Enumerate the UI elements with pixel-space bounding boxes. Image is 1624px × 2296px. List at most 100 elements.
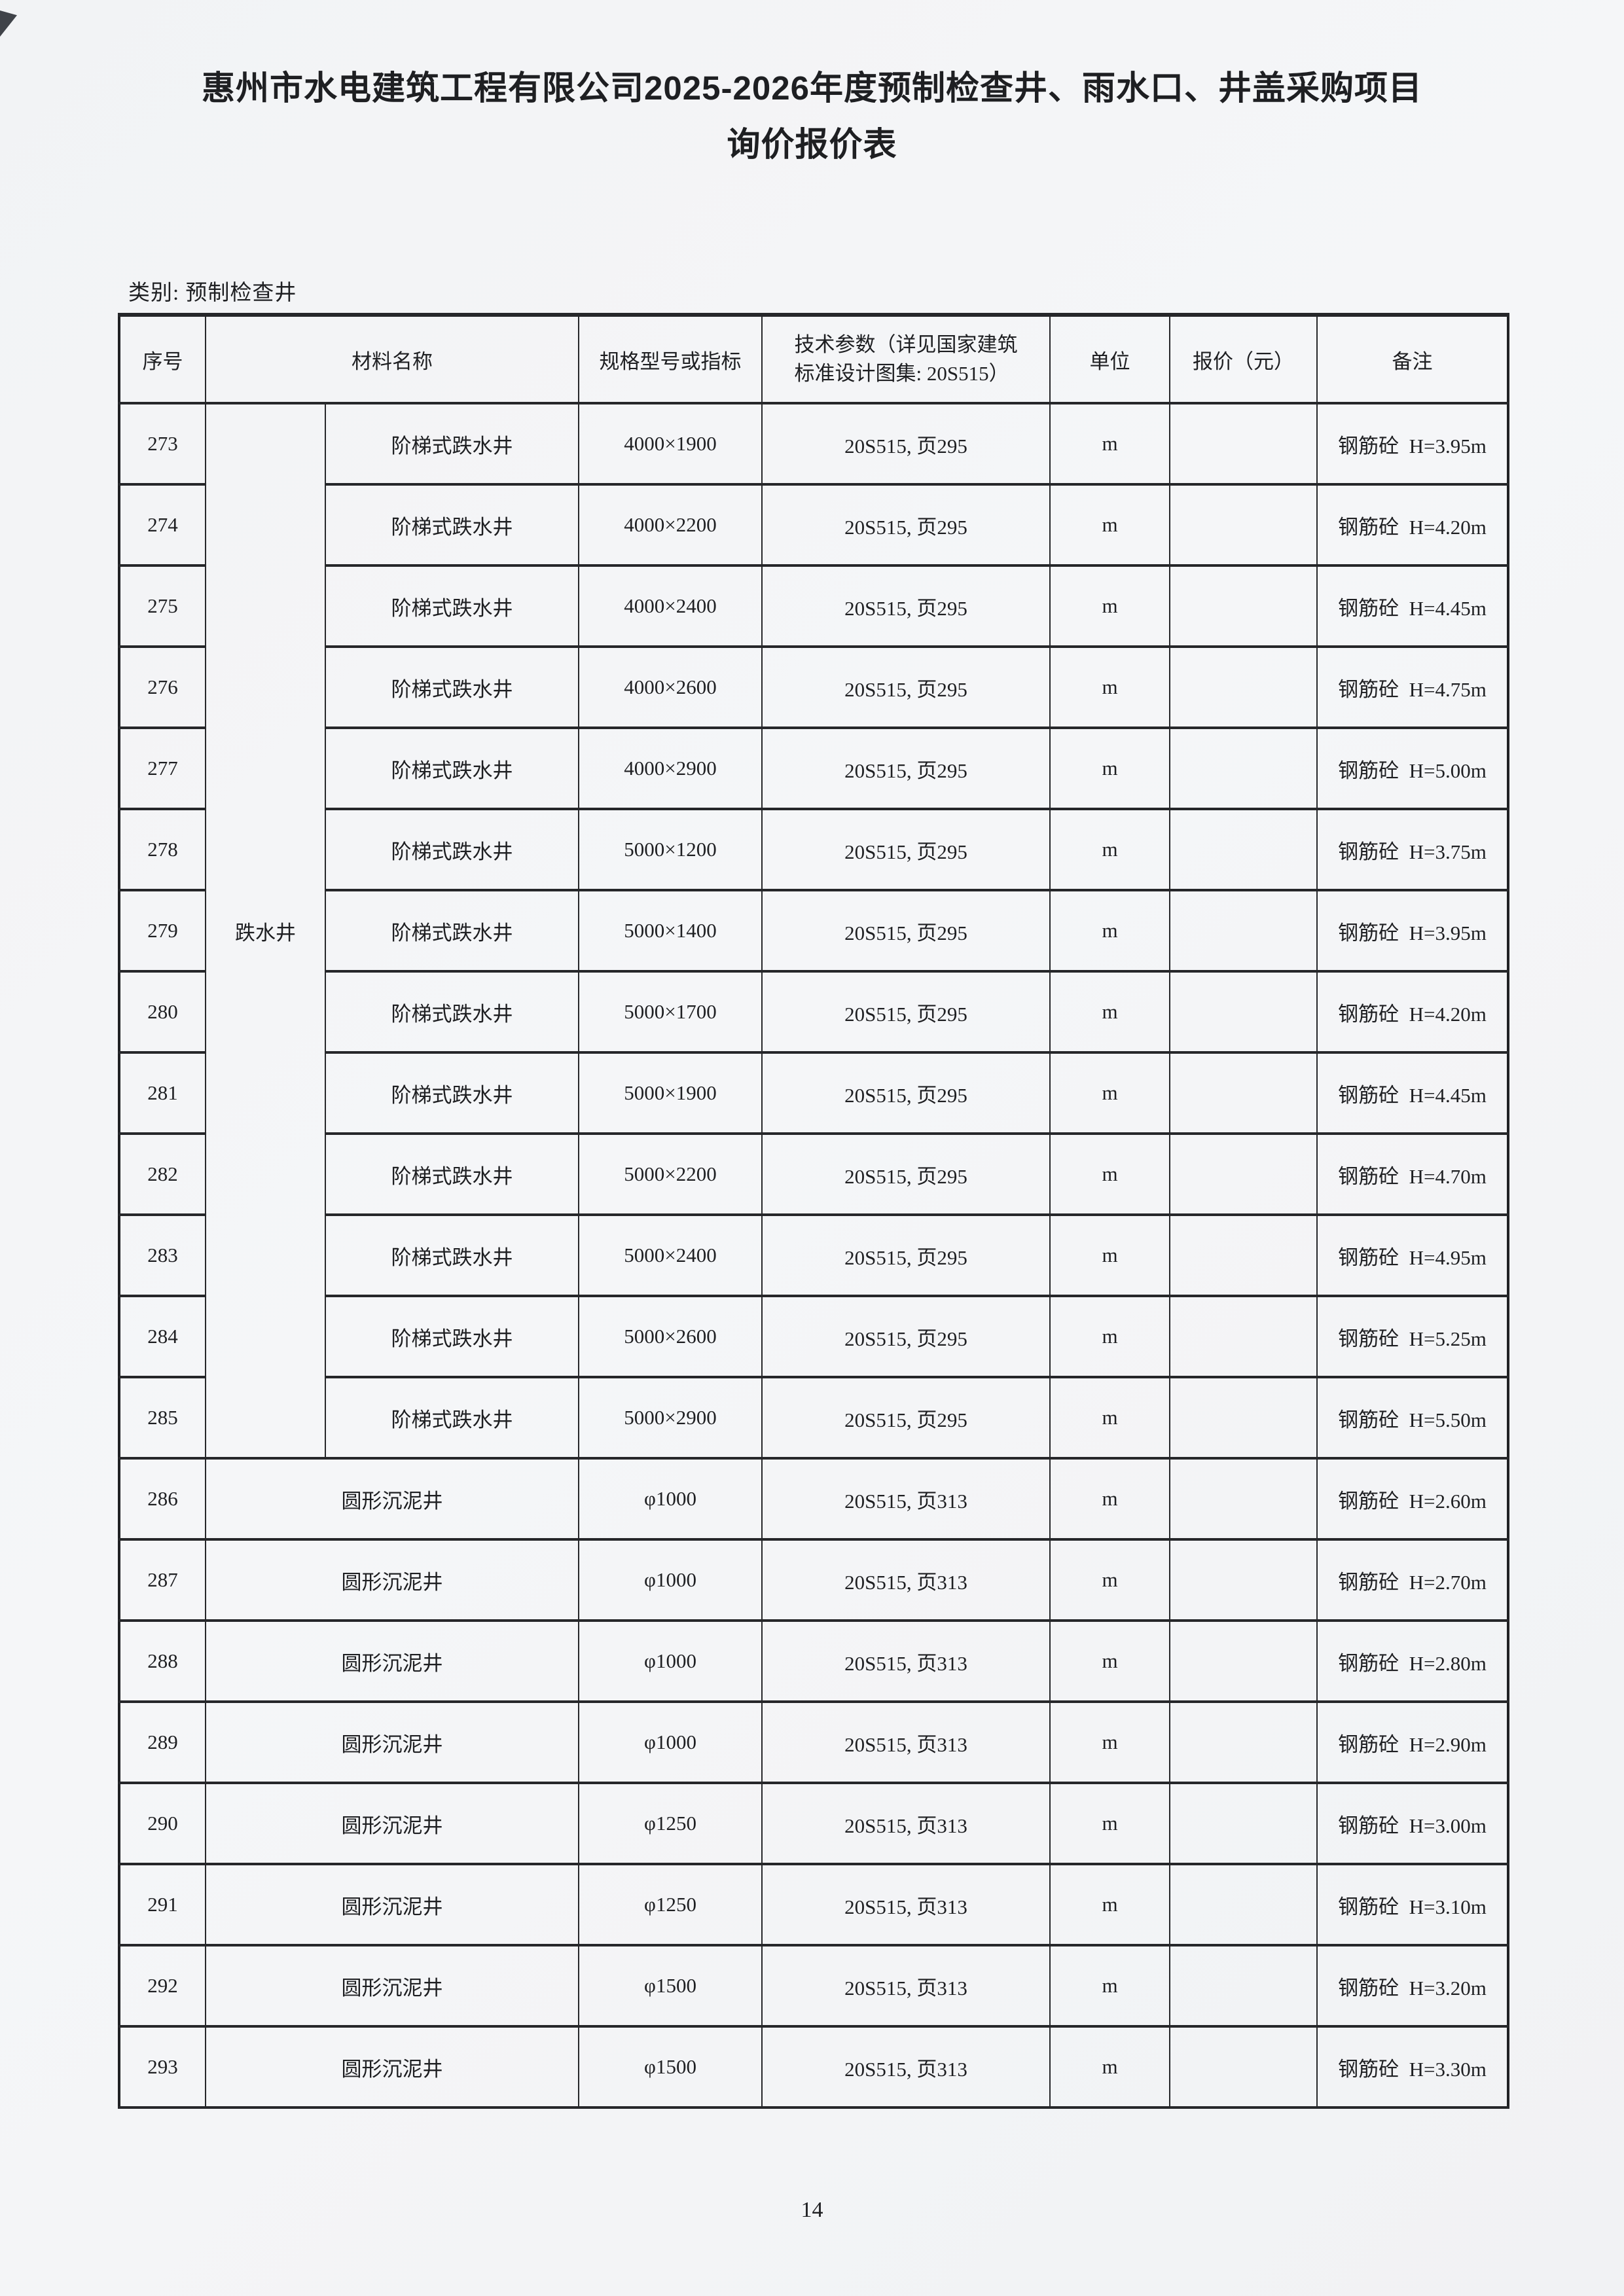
- cell-price: [1169, 402, 1318, 486]
- cell-spec: 4000×2400: [578, 564, 763, 648]
- cell-material-group: 跌水井: [205, 402, 326, 1460]
- cell-spec: 5000×2200: [578, 1132, 763, 1216]
- cell-remark: 钢筋砼 H=4.20m: [1316, 483, 1509, 567]
- cell-remark: 钢筋砼 H=2.90m: [1316, 1700, 1509, 1784]
- cell-no: 291: [118, 1863, 206, 1946]
- table-row: 286 圆形沉泥井 φ1000 20S515, 页313 m 钢筋砼 H=2.60m: [118, 1457, 1509, 1541]
- cell-spec: 5000×1700: [578, 970, 763, 1054]
- cell-unit: m: [1049, 2025, 1170, 2109]
- cell-unit: m: [1049, 1132, 1170, 1216]
- cell-material-name: 阶梯式跌水井: [325, 726, 579, 810]
- cell-remark: 钢筋砼 H=3.30m: [1316, 2025, 1509, 2109]
- cell-tech: 20S515, 页295: [761, 808, 1051, 891]
- cell-unit: m: [1049, 1376, 1170, 1460]
- cell-unit: m: [1049, 1213, 1170, 1297]
- cell-tech: 20S515, 页313: [761, 1782, 1051, 1865]
- table-row: 287 圆形沉泥井 φ1000 20S515, 页313 m 钢筋砼 H=2.70m: [118, 1538, 1509, 1622]
- cell-remark: 钢筋砼 H=3.00m: [1316, 1782, 1509, 1865]
- cell-no: 273: [118, 402, 206, 486]
- cell-spec: φ1000: [578, 1538, 763, 1622]
- cell-no: 292: [118, 1944, 206, 2028]
- cell-spec: 5000×2600: [578, 1295, 763, 1378]
- cell-spec: φ1250: [578, 1782, 763, 1865]
- cell-tech: 20S515, 页313: [761, 1619, 1051, 1703]
- cell-unit: m: [1049, 1944, 1170, 2028]
- page-number: 14: [801, 2198, 823, 2222]
- table-row: 280 阶梯式跌水井 5000×1700 20S515, 页295 m 钢筋砼 H=4.2…: [118, 970, 1509, 1054]
- cell-tech: 20S515, 页295: [761, 1132, 1051, 1216]
- cell-price: [1169, 1132, 1318, 1216]
- cell-remark: 钢筋砼 H=4.45m: [1316, 1051, 1509, 1135]
- header-price: 报价（元）: [1169, 313, 1318, 404]
- table-row: 274 阶梯式跌水井 4000×2200 20S515, 页295 m 钢筋砼 H=4.2…: [118, 483, 1509, 567]
- cell-no: 278: [118, 808, 206, 891]
- cell-price: [1169, 1619, 1318, 1703]
- cell-price: [1169, 645, 1318, 729]
- cell-no: 280: [118, 970, 206, 1054]
- cell-remark: 钢筋砼 H=3.95m: [1316, 889, 1509, 973]
- cell-remark: 钢筋砼 H=2.80m: [1316, 1619, 1509, 1703]
- cell-no: 284: [118, 1295, 206, 1378]
- cell-material-name: 阶梯式跌水井: [325, 1132, 579, 1216]
- cell-no: 289: [118, 1700, 206, 1784]
- cell-spec: φ1250: [578, 1863, 763, 1946]
- table-row: 293 圆形沉泥井 φ1500 20S515, 页313 m 钢筋砼 H=3.30m: [118, 2025, 1509, 2109]
- cell-no: 282: [118, 1132, 206, 1216]
- cell-unit: m: [1049, 1863, 1170, 1946]
- cell-tech: 20S515, 页295: [761, 564, 1051, 648]
- cell-unit: m: [1049, 726, 1170, 810]
- cell-tech: 20S515, 页313: [761, 2025, 1051, 2109]
- cell-unit: m: [1049, 1782, 1170, 1865]
- cell-tech: 20S515, 页295: [761, 483, 1051, 567]
- cell-no: 276: [118, 645, 206, 729]
- cell-tech: 20S515, 页295: [761, 1051, 1051, 1135]
- cell-unit: m: [1049, 889, 1170, 973]
- cell-material-name: 阶梯式跌水井: [325, 970, 579, 1054]
- cell-unit: m: [1049, 1457, 1170, 1541]
- cell-tech: 20S515, 页313: [761, 1538, 1051, 1622]
- cell-price: [1169, 726, 1318, 810]
- category-label: 类别: 预制检查井: [128, 281, 297, 305]
- cell-material-name: 阶梯式跌水井: [325, 1376, 579, 1460]
- cell-spec: 5000×2900: [578, 1376, 763, 1460]
- cell-material-name: 圆形沉泥井: [205, 1538, 579, 1622]
- cell-tech: 20S515, 页295: [761, 645, 1051, 729]
- cell-no: 283: [118, 1213, 206, 1297]
- cell-material-name: 圆形沉泥井: [205, 1944, 579, 2028]
- header-tech: 技术参数（详见国家建筑 标准设计图集: 20S515）: [761, 313, 1051, 404]
- cell-price: [1169, 1538, 1318, 1622]
- cell-remark: 钢筋砼 H=5.00m: [1316, 726, 1509, 810]
- cell-remark: 钢筋砼 H=5.50m: [1316, 1376, 1509, 1460]
- cell-no: 285: [118, 1376, 206, 1460]
- page-title-line1: 惠州市水电建筑工程有限公司2025-2026年度预制检查井、雨水口、井盖采购项目: [202, 69, 1422, 107]
- cell-material-name: 圆形沉泥井: [205, 1782, 579, 1865]
- cell-unit: m: [1049, 483, 1170, 567]
- cell-no: 290: [118, 1782, 206, 1865]
- cell-remark: 钢筋砼 H=4.20m: [1316, 970, 1509, 1054]
- header-spec: 规格型号或指标: [578, 313, 763, 404]
- table-row: 283 阶梯式跌水井 5000×2400 20S515, 页295 m 钢筋砼 H=4.9…: [118, 1213, 1509, 1297]
- cell-tech: 20S515, 页313: [761, 1457, 1051, 1541]
- cell-material-name: 阶梯式跌水井: [325, 1295, 579, 1378]
- table-row: 281 阶梯式跌水井 5000×1900 20S515, 页295 m 钢筋砼 H=4.4…: [118, 1051, 1509, 1135]
- cell-material-name: 圆形沉泥井: [205, 1863, 579, 1946]
- cell-price: [1169, 483, 1318, 567]
- cell-unit: m: [1049, 1538, 1170, 1622]
- cell-remark: 钢筋砼 H=3.10m: [1316, 1863, 1509, 1946]
- cell-spec: 4000×2200: [578, 483, 763, 567]
- cell-material-name: 圆形沉泥井: [205, 2025, 579, 2109]
- cell-tech: 20S515, 页295: [761, 726, 1051, 810]
- page-title: 惠州市水电建筑工程有限公司2025-2026年度预制检查井、雨水口、井盖采购项目…: [72, 60, 1552, 173]
- cell-material-name: 阶梯式跌水井: [325, 889, 579, 973]
- cell-spec: φ1500: [578, 1944, 763, 2028]
- cell-spec: 5000×1200: [578, 808, 763, 891]
- cell-no: 288: [118, 1619, 206, 1703]
- header-remark: 备注: [1316, 313, 1509, 404]
- cell-unit: m: [1049, 1051, 1170, 1135]
- cell-unit: m: [1049, 808, 1170, 891]
- cell-tech: 20S515, 页295: [761, 889, 1051, 973]
- table-header-row: 序号 材料名称 规格型号或指标 技术参数（详见国家建筑 标准设计图集: 20S5…: [118, 313, 1509, 404]
- quotation-table: 序号 材料名称 规格型号或指标 技术参数（详见国家建筑 标准设计图集: 20S5…: [118, 313, 1509, 2109]
- cell-spec: φ1000: [578, 1457, 763, 1541]
